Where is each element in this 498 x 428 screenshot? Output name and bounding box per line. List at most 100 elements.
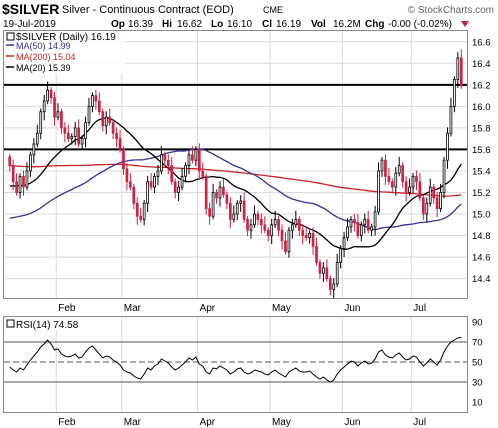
candle-body [232,213,236,220]
candle-body [60,111,63,129]
candle-body [8,156,12,166]
vol-value: 16.2M [333,19,361,30]
candle-body [180,175,184,188]
price-tick-label: 16.2 [472,80,491,91]
candle-body [418,181,422,199]
candle-body [377,170,380,213]
candle-body [235,202,239,215]
candle-body [297,219,301,231]
candle-body [132,186,136,204]
candle-body [29,154,32,172]
candle-body [349,219,353,228]
rsi-month-label: May [272,417,291,428]
op-value: 16.39 [128,19,153,30]
candle-body [39,111,43,134]
candle-body [170,165,174,183]
candle-body [35,132,39,145]
candle-body [146,181,149,204]
candle-body [291,224,294,231]
candle-body [422,197,425,215]
rsi-month-label: Mar [124,417,142,428]
candle-body [135,202,139,217]
candle-body [415,175,418,183]
candle-body [449,105,453,134]
price-legend: $SILVER (Daily) 16.19 MA(50) 14.99 MA(20… [5,32,125,74]
candle-body [191,154,194,161]
price-panel-frame [3,30,468,299]
rsi-panel-frame [3,316,468,413]
candle-body [249,224,253,231]
candle-body [260,219,263,226]
candle-body [15,181,18,193]
candle-body [301,229,305,236]
rsi-reference-lines [4,341,467,383]
candle-body [11,165,15,183]
cl-value: 16.19 [276,19,301,30]
chart-exchange: CME [263,5,283,15]
candle-body [287,229,291,253]
candle-body [459,57,463,87]
candle-body [194,149,198,161]
candle-body [187,154,191,166]
candle-body [325,267,329,280]
candle-body [280,229,284,242]
candle-body [70,136,74,140]
price-tick-label: 16.4 [472,59,491,70]
hi-value: 16.62 [177,19,202,30]
candle-body [218,186,222,199]
candle-body [122,149,125,170]
rsi-tick-label: 90 [472,318,483,329]
candle-body [118,138,122,150]
candle-body [328,278,332,290]
candle-body [270,224,274,236]
candle-body [401,165,405,183]
ma50-line [9,148,462,231]
legend-ma50: MA(50) 14.99 [16,41,71,51]
candle-body [322,267,325,274]
price-tick-label: 14.8 [472,231,491,242]
candle-body [160,154,163,172]
candle-body [242,200,246,220]
candle-body [373,211,377,228]
candle-body [108,116,112,123]
candle-body [318,262,322,274]
rsi-month-label: Jun [344,417,360,428]
candle-body [239,200,243,204]
candle-body [53,97,56,118]
candle-body [166,159,170,166]
candle-body [156,170,160,177]
candle-body [211,192,215,217]
candle-body [80,138,84,145]
legend-silver: $SILVER (Daily) 16.19 [16,32,116,43]
vol-label: Vol [311,19,326,30]
candle-body [177,186,180,193]
candle-body [432,186,436,199]
candle-body [342,237,346,249]
candle-body [225,194,229,204]
candle-body [442,159,446,193]
candle-body [87,105,91,123]
candle-body [404,181,408,193]
chart-description: Silver - Continuous Contract (EOD) [62,4,234,16]
candle-body [439,192,442,210]
candle-body [308,233,311,239]
candle-body [411,175,415,188]
candle-body [363,219,367,226]
candle-body [346,226,349,239]
candle-body [197,149,201,172]
rsi-month-label: Apr [200,417,216,428]
price-tick-label: 16.0 [472,102,491,113]
chg-label: Chg [365,19,384,30]
candle-body [201,170,205,177]
candle-body [408,186,411,193]
watermark: © StockCharts.com [408,5,494,16]
down-triangle-icon [461,21,469,27]
candle-body [125,168,129,183]
candle-body [184,165,187,177]
candle-body [101,111,105,127]
price-month-label: Mar [124,303,142,314]
candle-body [428,186,432,204]
support-resistance-lines [4,83,467,151]
candle-body [277,219,280,231]
rsi-y-axis: 10 30 50 70 90 [472,318,483,409]
